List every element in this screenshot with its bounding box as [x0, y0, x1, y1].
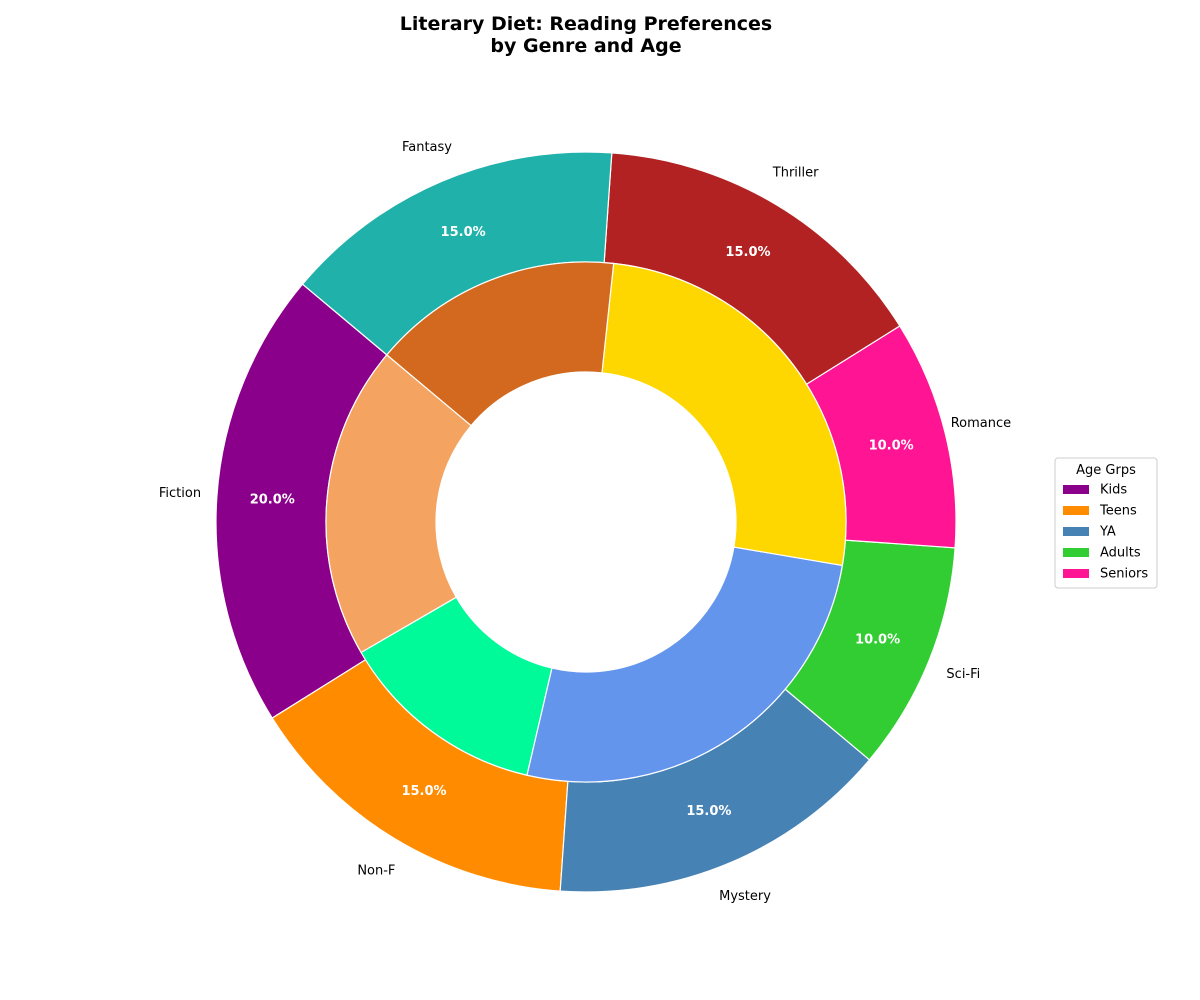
chart-title: Literary Diet: Reading Preferences by Ge…	[400, 13, 772, 57]
percent-labels: 20.0% 15.0% 15.0% 10.0% 10.0% 15.0% 15.0%	[250, 225, 914, 819]
genre-label-thriller: Thriller	[772, 166, 819, 181]
legend-swatch-teens	[1063, 506, 1089, 515]
inner-ring	[325, 261, 847, 783]
genre-label-mystery: Mystery	[719, 889, 771, 904]
percent-label-fantasy: 15.0%	[441, 225, 486, 240]
chart-title-line-1: Literary Diet: Reading Preferences	[400, 13, 772, 35]
legend-label-ya: YA	[1099, 525, 1116, 540]
percent-label-romance: 10.0%	[869, 438, 914, 453]
genre-label-sci-fi: Sci-Fi	[946, 667, 980, 682]
genre-label-fantasy: Fantasy	[402, 140, 452, 155]
percent-label-mystery: 15.0%	[686, 804, 731, 819]
percent-label-fiction: 20.0%	[250, 493, 295, 508]
legend: Age Grps Kids Teens YA Adults Seniors	[1054, 457, 1158, 589]
legend-swatch-seniors	[1063, 569, 1089, 578]
inner-wedge-1	[325, 354, 472, 654]
genre-label-non-f: Non-F	[357, 863, 395, 878]
inner-wedge-4	[601, 262, 847, 567]
legend-swatch-ya	[1063, 527, 1089, 536]
genre-label-romance: Romance	[951, 416, 1011, 431]
legend-title: Age Grps	[1076, 463, 1136, 478]
inner-wedge-3	[526, 546, 844, 783]
percent-label-sci-fi: 10.0%	[855, 632, 900, 647]
genre-label-fiction: Fiction	[159, 486, 201, 501]
legend-label-adults: Adults	[1100, 546, 1141, 561]
legend-label-kids: Kids	[1100, 483, 1127, 498]
legend-label-teens: Teens	[1099, 504, 1137, 519]
inner-wedge-5	[385, 261, 615, 427]
legend-swatch-kids	[1063, 485, 1089, 494]
legend-entries: Kids Teens YA Adults Seniors	[1063, 483, 1148, 582]
percent-label-thriller: 15.0%	[725, 245, 770, 260]
chart-title-line-2: by Genre and Age	[490, 35, 681, 57]
legend-swatch-adults	[1063, 548, 1089, 557]
genre-labels: Fiction Non-F Mystery Sci-Fi Romance Thriller…	[159, 140, 1011, 904]
percent-label-non-f: 15.0%	[401, 784, 446, 799]
legend-label-seniors: Seniors	[1100, 567, 1148, 582]
